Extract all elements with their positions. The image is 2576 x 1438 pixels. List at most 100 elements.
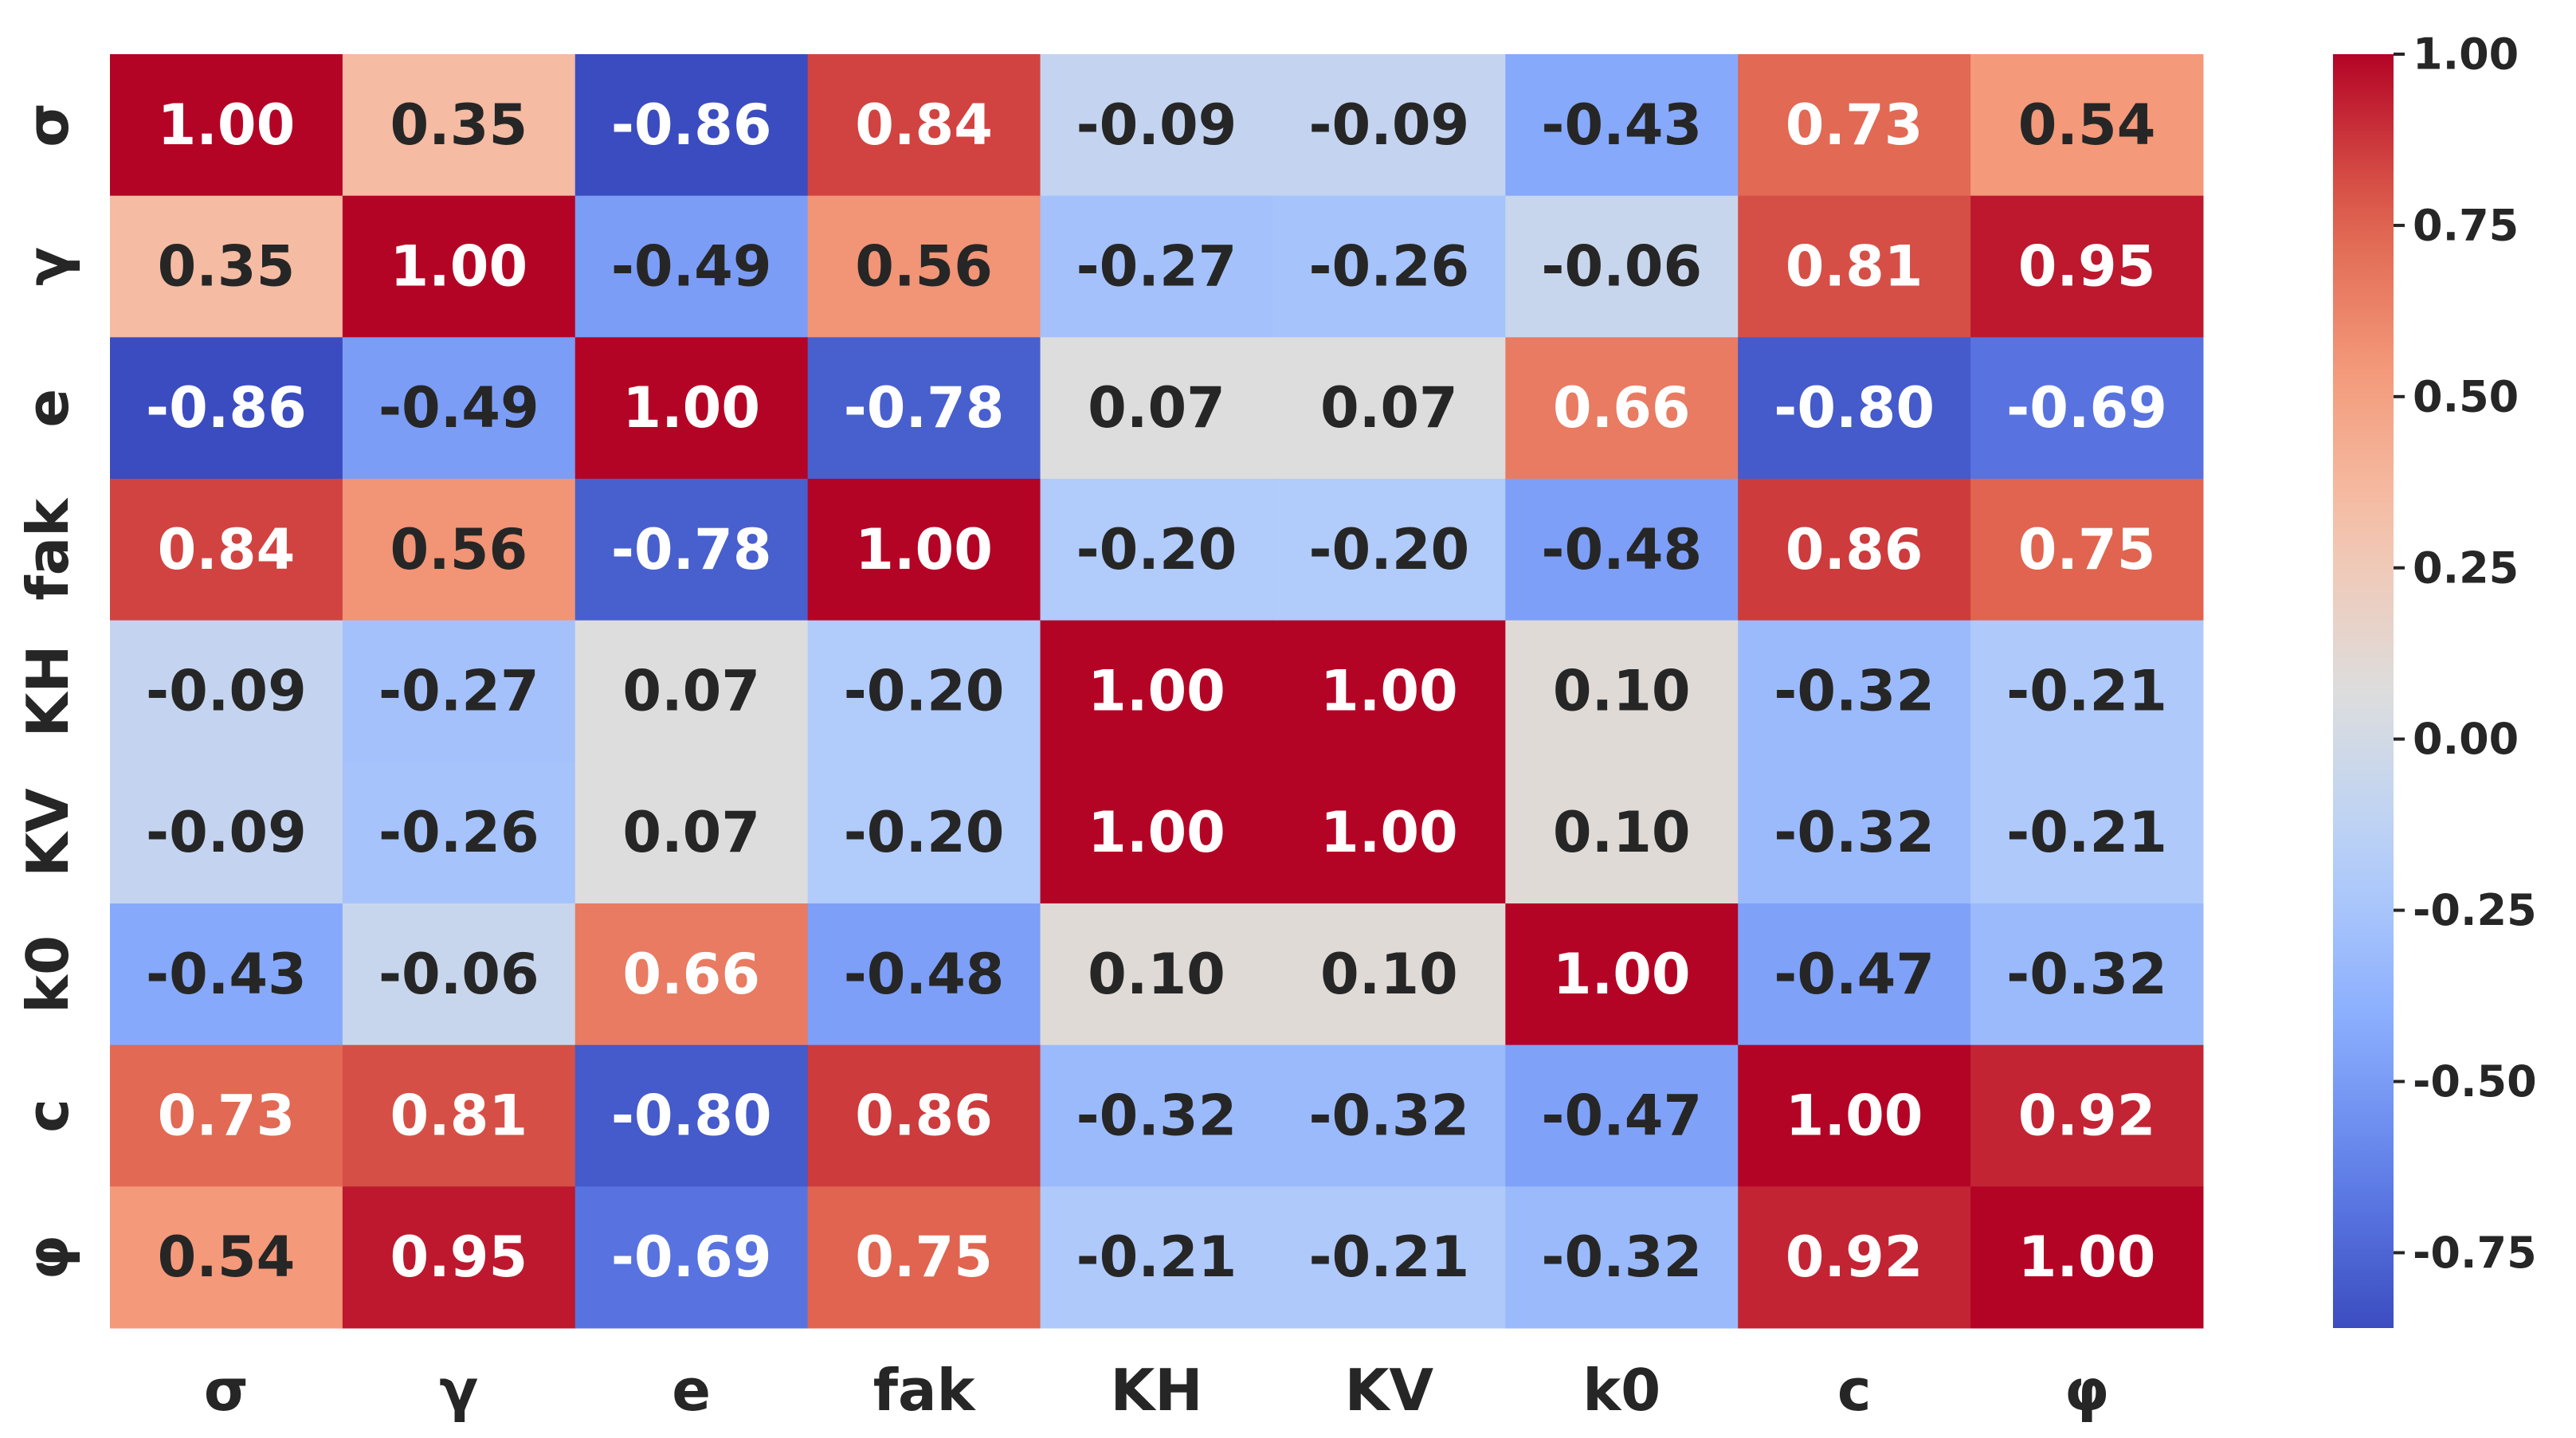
- heatmap-cell: [1505, 620, 1739, 762]
- heatmap-cell: [342, 903, 576, 1046]
- heatmap-cell-value: 0.92: [2018, 1083, 2156, 1149]
- heatmap-cell-value: -0.32: [1541, 1224, 1702, 1290]
- heatmap-cell: [1738, 54, 1971, 197]
- heatmap-cell: [1505, 479, 1739, 621]
- heatmap-cell: [574, 1044, 809, 1187]
- heatmap-cell: [1738, 1044, 1971, 1187]
- heatmap-cell: [1970, 620, 2204, 762]
- heatmap-cell-value: -0.48: [844, 942, 1005, 1007]
- heatmap-cell-value: -0.86: [146, 375, 307, 441]
- y-tick-label: fak: [14, 497, 81, 601]
- heatmap-cell-value: -0.43: [1541, 92, 1702, 158]
- heatmap-cell: [1970, 1186, 2204, 1329]
- heatmap-cell-value: -0.69: [2006, 375, 2167, 441]
- heatmap-cell-value: -0.43: [146, 942, 307, 1007]
- heatmap-cell-value: -0.06: [378, 942, 539, 1007]
- colorbar-tick-label: 0.50: [2413, 371, 2519, 421]
- heatmap-cell: [342, 337, 576, 480]
- heatmap-cell: [574, 479, 809, 621]
- heatmap-cell-value: 0.86: [855, 1083, 993, 1149]
- heatmap-cells: [110, 54, 2204, 1329]
- heatmap-cell-value: 1.00: [1320, 800, 1458, 865]
- x-tick-label: c: [1837, 1357, 1872, 1424]
- x-tick-label: e: [672, 1357, 711, 1424]
- heatmap-cell-value: 0.10: [1553, 659, 1691, 724]
- heatmap-cell-value: -0.48: [1541, 517, 1702, 582]
- heatmap-cell-value: -0.09: [1309, 92, 1470, 158]
- heatmap-cell: [1738, 903, 1971, 1046]
- heatmap-cell: [1970, 1044, 2204, 1187]
- heatmap-cell-value: 1.00: [158, 92, 296, 158]
- x-axis-tick-labels: σ γ e fak KH KV k0 c φ: [204, 1357, 2109, 1424]
- y-tick-label: σ: [14, 103, 81, 147]
- heatmap-cell-value: 0.86: [1786, 517, 1923, 582]
- heatmap-cell-value: 0.66: [1553, 375, 1691, 441]
- heatmap-cell-value: -0.32: [1774, 800, 1935, 865]
- x-tick-label: φ: [2064, 1357, 2109, 1424]
- heatmap-cell-value: 1.00: [1786, 1083, 1923, 1149]
- heatmap-cell-value: 0.75: [855, 1224, 993, 1290]
- heatmap-cell: [1970, 479, 2204, 621]
- heatmap-cell-value: 0.81: [1786, 234, 1923, 300]
- colorbar-gradient: [2333, 54, 2394, 1328]
- heatmap-cell-value: -0.21: [2006, 659, 2167, 724]
- heatmap-cell-value: -0.69: [611, 1224, 772, 1290]
- heatmap-cell-labels: 1.00 0.35 -0.86 0.84 -0.09 -0.09 -0.43 0.73 0.54…: [146, 92, 2167, 1290]
- heatmap-cell-value: -0.47: [1774, 942, 1935, 1007]
- heatmap-cell: [1040, 54, 1273, 197]
- heatmap-cell: [110, 54, 343, 197]
- heatmap-cell: [110, 762, 343, 904]
- heatmap-cell: [574, 337, 809, 480]
- colorbar-tick-label: 0.25: [2413, 543, 2519, 593]
- heatmap-cell: [1272, 903, 1506, 1046]
- heatmap-cell-value: 1.00: [855, 517, 993, 582]
- heatmap-cell: [1040, 620, 1273, 762]
- heatmap-cell: [1272, 762, 1506, 904]
- heatmap-cell-value: -0.06: [1541, 234, 1702, 300]
- heatmap-cell-value: 1.00: [622, 375, 760, 441]
- colorbar-tick-label: -0.25: [2413, 885, 2537, 935]
- colorbar-tick-label: -0.50: [2413, 1056, 2537, 1107]
- x-tick-label: KH: [1110, 1357, 1202, 1424]
- heatmap-cell: [807, 54, 1041, 197]
- y-tick-label: φ: [14, 1235, 81, 1279]
- heatmap-cell-value: 0.10: [1088, 942, 1225, 1007]
- heatmap-cell-value: -0.80: [611, 1083, 772, 1149]
- heatmap-cell-value: -0.78: [844, 375, 1005, 441]
- heatmap-cell: [1738, 337, 1971, 480]
- heatmap-cell: [574, 195, 809, 338]
- heatmap-cell: [1272, 1044, 1506, 1187]
- heatmap-cell: [1040, 479, 1273, 621]
- heatmap-cell: [1040, 903, 1273, 1046]
- heatmap-cell: [1738, 620, 1971, 762]
- heatmap-cell: [1040, 337, 1273, 480]
- heatmap-cell: [1040, 195, 1273, 338]
- heatmap-cell-value: 0.73: [1786, 92, 1923, 158]
- colorbar-tick-label: 0.75: [2413, 200, 2519, 250]
- heatmap-cell: [807, 903, 1041, 1046]
- heatmap-cell: [807, 337, 1041, 480]
- heatmap-cell-value: 0.81: [390, 1083, 527, 1149]
- heatmap-cell-value: -0.20: [1076, 517, 1237, 582]
- heatmap-cell: [110, 1044, 343, 1187]
- y-tick-label: KV: [14, 788, 81, 877]
- heatmap-cell-value: 0.10: [1553, 800, 1691, 865]
- heatmap-cell-value: 1.00: [1088, 659, 1225, 724]
- heatmap-cell-value: 1.00: [2018, 1224, 2156, 1290]
- heatmap-cell-value: 0.54: [158, 1224, 296, 1290]
- heatmap-cell-value: -0.49: [378, 375, 539, 441]
- heatmap-cell: [1738, 762, 1971, 904]
- heatmap-cell: [1970, 337, 2204, 480]
- x-tick-label: k0: [1582, 1357, 1660, 1424]
- heatmap-cell: [1970, 54, 2204, 197]
- heatmap-cell: [807, 762, 1041, 904]
- heatmap-cell-value: 0.07: [622, 800, 760, 865]
- heatmap-cell: [1505, 903, 1739, 1046]
- heatmap-cell: [342, 479, 576, 621]
- heatmap-cell-value: -0.20: [844, 800, 1005, 865]
- heatmap-cell-value: -0.80: [1774, 375, 1935, 441]
- heatmap-cell: [807, 479, 1041, 621]
- heatmap-cell: [807, 1186, 1041, 1329]
- heatmap-cell: [110, 337, 343, 480]
- x-tick-label: γ: [439, 1357, 478, 1424]
